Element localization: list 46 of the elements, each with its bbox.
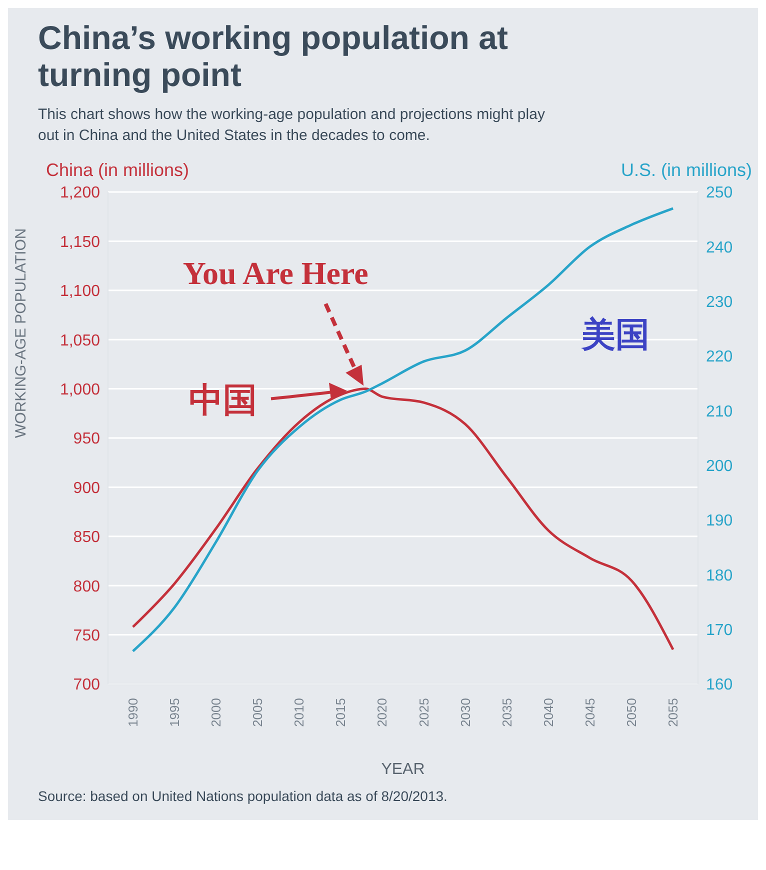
x-tick-label: 2000 [208, 698, 224, 727]
line-series [132, 207, 674, 652]
y-tick-label: 750 [73, 627, 100, 644]
source-note: Source: based on United Nations population data as of 8/20/2013. [37, 786, 448, 804]
annotation: You Are Here [182, 254, 368, 291]
text: China (in millions) [46, 160, 190, 181]
y-tick-label: 900 [73, 480, 100, 497]
y2-tick-label: 210 [706, 403, 733, 420]
y2-tick-label: 190 [706, 512, 733, 530]
x-tick-label: 2025 [416, 698, 432, 727]
series-label: 美国 [580, 314, 650, 355]
y-tick-label: 700 [73, 676, 100, 694]
y2-tick-label: 160 [706, 676, 733, 694]
x-tick-label: 2040 [540, 698, 556, 727]
x-tick-label: 1990 [125, 698, 140, 727]
annotation: 中国 [188, 380, 257, 421]
x-tick-label: 2010 [292, 698, 307, 727]
y2-tick-label: 250 [706, 184, 733, 202]
y-tick-label: 950 [73, 430, 100, 448]
y-tick-label: 1,050 [60, 332, 100, 350]
x-axis-title: YEAR [381, 760, 425, 778]
x-tick-label: 2015 [333, 698, 348, 727]
x-tick-label: 2055 [666, 698, 681, 727]
y-tick-label: 1,100 [60, 282, 100, 300]
x-tick-label: 1995 [166, 698, 182, 727]
x-tick-label: 2030 [458, 698, 473, 727]
y2-tick-label: 240 [706, 239, 733, 256]
y2-tick-label: 230 [706, 294, 733, 311]
y2-tick-label: 180 [706, 567, 733, 584]
x-tick-label: 2020 [374, 698, 390, 727]
y2-tick-label: 220 [706, 348, 733, 366]
chart-title: China’s working population at turning point [38, 19, 509, 94]
y-tick-label: 1,200 [60, 184, 100, 202]
x-tick-label: 2035 [499, 698, 514, 727]
y-tick-label: 1,000 [60, 381, 100, 398]
x-tick-label: 2050 [624, 698, 640, 727]
y-tick-label: 800 [73, 578, 100, 596]
y2-tick-label: 170 [706, 622, 733, 639]
y-axis-title: WORKING-AGE POPULATION [12, 228, 30, 438]
y2-tick-label: 200 [706, 458, 733, 475]
chart-subtitle: This chart shows how the working-age population and projections might play out in China and the United States in the decades to come. [38, 104, 546, 146]
y-tick-label: 1,150 [60, 234, 100, 251]
x-tick-label: 2005 [250, 698, 266, 727]
y2-axis-title: U.S. (in millions) [620, 160, 752, 181]
x-tick-label: 2045 [582, 698, 598, 727]
y-tick-label: 850 [73, 528, 100, 546]
